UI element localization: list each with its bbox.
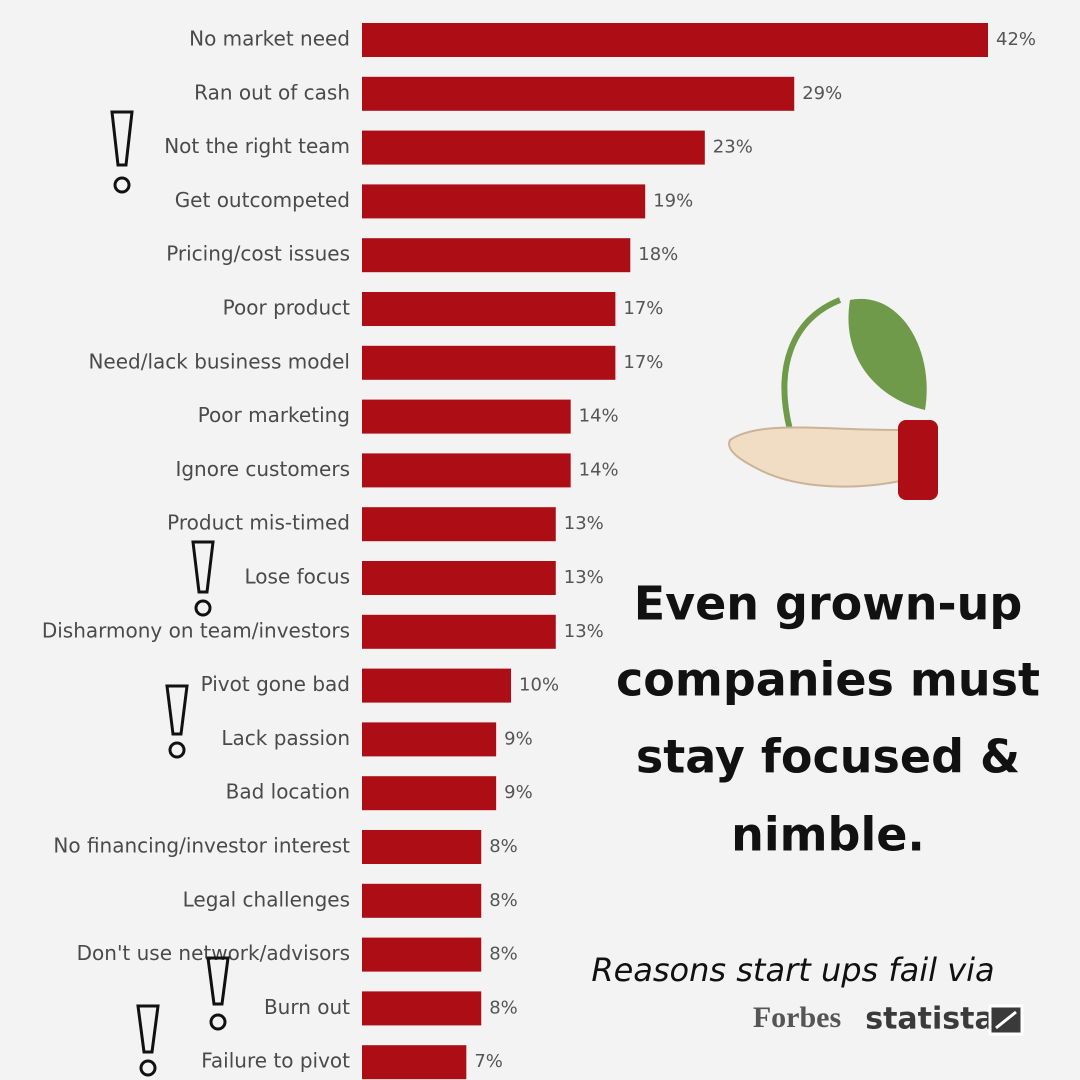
bar (362, 507, 556, 542)
bar (362, 561, 556, 595)
category-label: Poor marketing (198, 403, 350, 427)
annotation-line: nimble. (731, 808, 925, 862)
bar (362, 991, 482, 1026)
value-label: 18% (638, 244, 678, 265)
category-label: Poor product (223, 296, 350, 320)
bar (362, 668, 512, 703)
bar (362, 830, 482, 864)
value-label: 7% (474, 1051, 503, 1072)
value-label: 10% (519, 675, 559, 696)
category-label: Don't use network/advisors (77, 941, 350, 965)
value-label: 8% (489, 997, 518, 1018)
category-label: Get outcompeted (175, 188, 350, 212)
value-label: 8% (489, 890, 518, 911)
source-logo: statista (865, 1002, 995, 1037)
statista-icon (988, 1004, 1024, 1036)
bar (362, 76, 795, 111)
value-label: 19% (653, 190, 693, 211)
bar (362, 453, 571, 488)
value-label: 13% (564, 567, 604, 588)
bar (362, 1045, 467, 1080)
bar (362, 399, 571, 434)
category-label: Ran out of cash (194, 80, 350, 104)
bar (362, 238, 631, 273)
category-label: No financing/investor interest (53, 834, 350, 858)
category-label: Lack passion (221, 726, 350, 750)
category-label: Need/lack business model (88, 349, 350, 373)
source-logo: Forbes (753, 1001, 841, 1034)
bar (362, 776, 497, 811)
category-label: Ignore customers (175, 457, 350, 481)
bar (362, 614, 556, 649)
exclamation-icons (110, 110, 230, 1077)
value-label: 14% (579, 406, 619, 427)
bar (362, 883, 482, 918)
bar (362, 722, 497, 757)
category-label: Not the right team (164, 134, 350, 158)
bar (362, 184, 646, 219)
category-label: Legal challenges (183, 887, 350, 911)
value-label: 9% (504, 782, 533, 803)
bars: No market need 42% Ran out of cash 29% Not t… (42, 23, 1036, 1080)
bar (362, 345, 616, 380)
annotation: Even grown-up companies must stay focused … (616, 577, 1040, 862)
category-label: Bad location (226, 780, 350, 804)
category-label: Burn out (264, 995, 350, 1019)
annotation-line: stay focused & (636, 730, 1020, 784)
value-label: 13% (564, 621, 604, 642)
category-label: Disharmony on team/investors (42, 618, 350, 642)
bar (362, 130, 705, 165)
category-label: Failure to pivot (201, 1049, 350, 1073)
value-label: 9% (504, 728, 533, 749)
bar (362, 937, 482, 972)
value-label: 17% (623, 298, 663, 319)
value-label: 42% (996, 29, 1036, 50)
annotation-line: companies must (616, 653, 1040, 707)
value-label: 8% (489, 944, 518, 965)
value-label: 8% (489, 836, 518, 857)
bar (362, 23, 988, 57)
category-label: Lose focus (245, 565, 350, 589)
plant-icon (728, 297, 938, 500)
value-label: 23% (713, 137, 753, 158)
category-label: Product mis-timed (167, 511, 350, 535)
value-label: 13% (564, 513, 604, 534)
value-label: 29% (802, 83, 842, 104)
bar (362, 292, 616, 326)
value-label: 14% (579, 459, 619, 480)
category-label: No market need (189, 27, 350, 51)
annotation-line: Even grown-up (634, 577, 1023, 631)
category-label: Pivot gone bad (201, 672, 350, 696)
source-note: Reasons start ups fail via (591, 951, 994, 989)
value-label: 17% (623, 352, 663, 373)
category-label: Pricing/cost issues (166, 242, 350, 266)
